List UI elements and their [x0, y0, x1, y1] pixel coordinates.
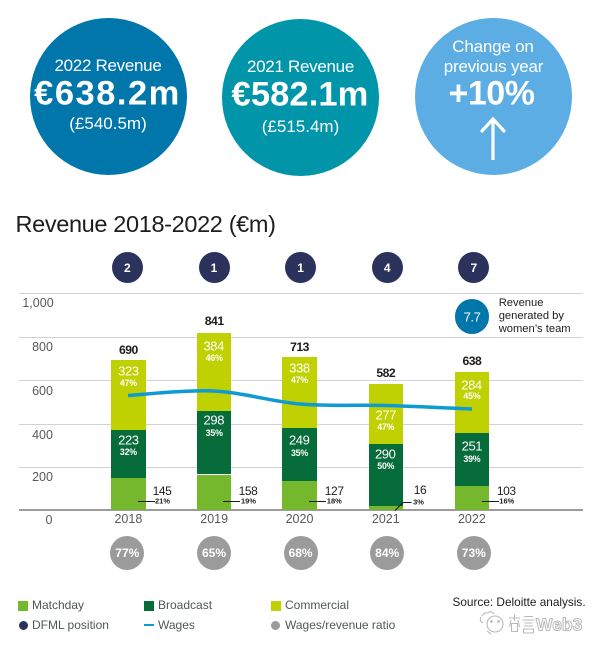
svg-text:Web3: Web3 — [536, 615, 583, 635]
